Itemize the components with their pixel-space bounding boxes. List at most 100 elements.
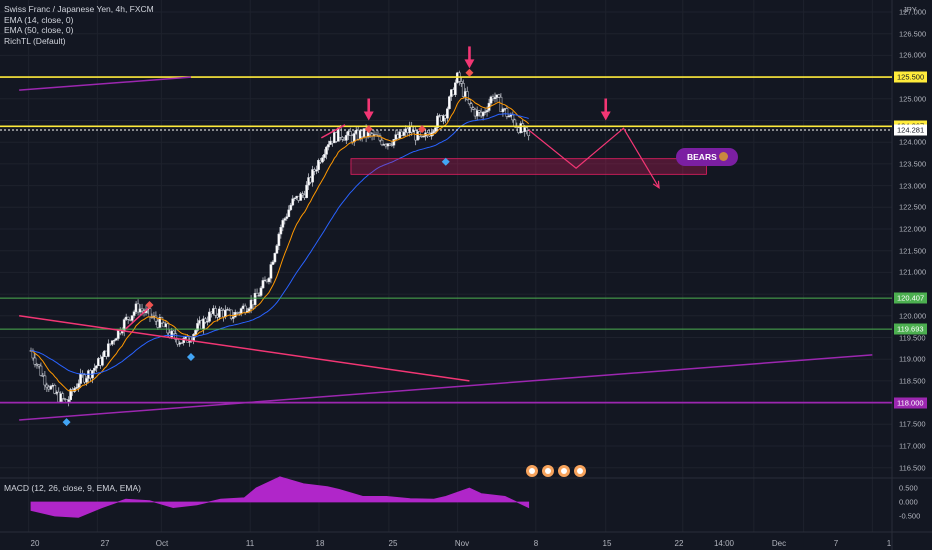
candle-body[interactable] (262, 280, 264, 288)
event-icon[interactable] (574, 465, 586, 477)
indicator-ema50-label[interactable]: EMA (50, close, 0) (4, 25, 154, 36)
candle-body[interactable] (514, 120, 516, 126)
price-level-tag[interactable]: 125.500 (894, 72, 927, 83)
candle-body[interactable] (280, 227, 282, 234)
candle-body[interactable] (323, 154, 325, 157)
candle-body[interactable] (272, 262, 274, 265)
candle-body[interactable] (448, 97, 450, 109)
candle-body[interactable] (339, 128, 341, 137)
candle-body[interactable] (290, 205, 292, 210)
price-tick-label: 127.000 (899, 8, 926, 17)
candle-body[interactable] (62, 394, 64, 399)
candle-body[interactable] (284, 219, 286, 221)
candle-body[interactable] (34, 358, 36, 364)
candle-body[interactable] (345, 135, 347, 140)
candle-body[interactable] (268, 278, 270, 281)
candle-body[interactable] (101, 357, 103, 366)
candle-body[interactable] (149, 309, 151, 317)
price-level-tag[interactable]: 124.281 (894, 125, 927, 136)
indicator-richtl-label[interactable]: RichTL (Default) (4, 36, 154, 47)
macd-legend[interactable]: MACD (12, 26, close, 9, EMA, EMA) (4, 483, 141, 493)
candle-body[interactable] (85, 378, 87, 382)
candle-body[interactable] (115, 339, 117, 341)
candle-body[interactable] (93, 368, 95, 370)
candle-body[interactable] (95, 366, 97, 368)
candle-body[interactable] (512, 115, 514, 120)
candle-body[interactable] (403, 132, 405, 135)
candle-body[interactable] (327, 144, 329, 147)
candle-body[interactable] (276, 246, 278, 254)
candle-body[interactable] (248, 309, 250, 311)
candle-body[interactable] (506, 109, 508, 117)
price-level-tag[interactable]: 119.693 (894, 324, 927, 335)
candle-body[interactable] (260, 288, 262, 296)
candle-body[interactable] (446, 109, 448, 118)
candle-body[interactable] (133, 312, 135, 316)
candle-body[interactable] (173, 331, 175, 334)
price-level-tag[interactable]: 120.407 (894, 293, 927, 304)
candle-body[interactable] (325, 147, 327, 154)
price-tick-label: 116.500 (899, 463, 926, 472)
event-icon[interactable] (542, 465, 554, 477)
candle-body[interactable] (460, 81, 462, 83)
candle-body[interactable] (349, 131, 351, 135)
candle-body[interactable] (121, 331, 123, 333)
trendline[interactable] (19, 77, 191, 90)
candle-body[interactable] (77, 384, 79, 388)
candle-body[interactable] (79, 374, 81, 384)
candle-body[interactable] (240, 309, 242, 314)
chart-legend: Swiss Franc / Japanese Yen, 4h, FXCM EMA… (4, 4, 154, 46)
event-icon[interactable] (526, 465, 538, 477)
indicator-ema14-label[interactable]: EMA (14, close, 0) (4, 15, 154, 26)
candle-body[interactable] (270, 265, 272, 279)
time-tick-label: 11 (246, 539, 254, 548)
candle-body[interactable] (44, 376, 46, 385)
projection-path[interactable] (529, 128, 659, 187)
candle-body[interactable] (46, 385, 48, 387)
candle-body[interactable] (498, 95, 500, 97)
price-tick-label: 117.000 (899, 442, 926, 451)
candle-body[interactable] (214, 308, 216, 315)
event-icon[interactable] (558, 465, 570, 477)
candle-body[interactable] (282, 220, 284, 227)
symbol-title[interactable]: Swiss Franc / Japanese Yen, 4h, FXCM (4, 4, 154, 15)
candle-body[interactable] (286, 217, 288, 219)
candle-body[interactable] (141, 309, 143, 311)
candle-body[interactable] (321, 158, 323, 162)
candle-body[interactable] (454, 83, 456, 95)
bears-annotation[interactable]: BEARS (676, 148, 738, 166)
price-tick-label: 123.000 (899, 181, 926, 190)
candle-body[interactable] (292, 199, 294, 205)
pivot-low-marker (63, 418, 71, 426)
candle-body[interactable] (528, 131, 530, 136)
time-tick-label: Dec (772, 539, 786, 548)
candle-body[interactable] (341, 137, 343, 139)
candle-body[interactable] (194, 330, 196, 334)
candle-body[interactable] (419, 131, 421, 136)
arrow-down-icon (601, 112, 611, 121)
candle-body[interactable] (468, 100, 470, 104)
support-zone[interactable] (351, 159, 707, 175)
candle-body[interactable] (192, 334, 194, 340)
candle-body[interactable] (50, 386, 52, 389)
trendline[interactable] (19, 316, 469, 381)
candle-body[interactable] (107, 344, 109, 357)
candle-body[interactable] (167, 324, 169, 333)
candle-body[interactable] (127, 317, 129, 319)
price-tick-label: 117.500 (899, 420, 926, 429)
candle-body[interactable] (278, 234, 280, 246)
candle-body[interactable] (306, 185, 308, 198)
price-level-tag[interactable]: 118.000 (894, 397, 927, 408)
candle-body[interactable] (40, 366, 42, 375)
time-tick-label: 18 (316, 539, 325, 548)
candle-body[interactable] (470, 104, 472, 108)
candle-body[interactable] (224, 310, 226, 317)
candle-body[interactable] (274, 253, 276, 262)
candle-body[interactable] (288, 210, 290, 217)
candle-body[interactable] (311, 170, 313, 183)
candle-body[interactable] (131, 316, 133, 321)
trendline[interactable] (19, 355, 872, 420)
candle-body[interactable] (161, 317, 163, 322)
candle-body[interactable] (381, 140, 383, 145)
